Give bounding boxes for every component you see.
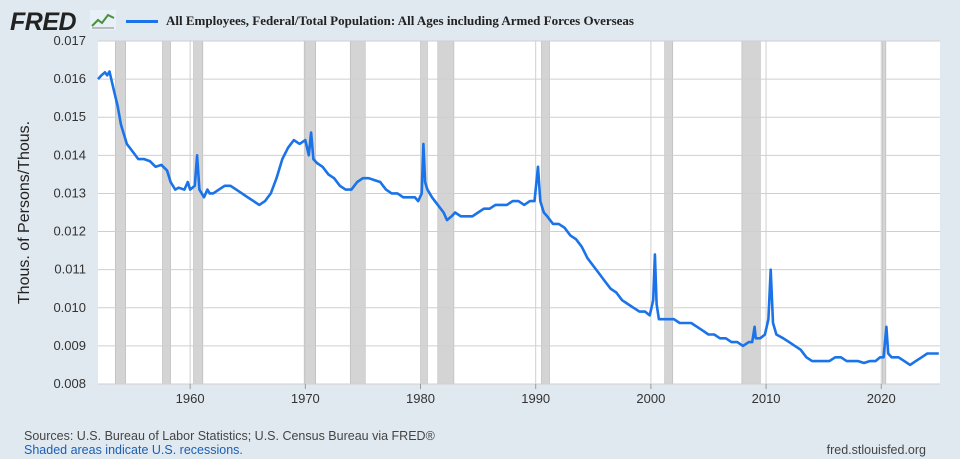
y-tick-label: 0.013 — [53, 185, 86, 200]
fred-logo[interactable]: FRED — [10, 8, 77, 36]
recession-band — [303, 40, 316, 385]
y-tick-label: 0.008 — [53, 376, 86, 391]
y-tick-label: 0.010 — [53, 300, 86, 315]
x-tick-label: 1990 — [521, 391, 550, 406]
recession-band — [664, 40, 674, 385]
footer-sources: Sources: U.S. Bureau of Labor Statistics… — [24, 429, 435, 457]
y-tick-label: 0.016 — [53, 71, 86, 86]
legend-swatch — [126, 19, 158, 23]
recession-band — [437, 40, 455, 385]
y-axis-label: Thous. of Persons/Thous. — [16, 121, 33, 304]
y-tick-label: 0.012 — [53, 224, 86, 239]
x-tick-label: 2020 — [867, 391, 896, 406]
plot-area — [98, 41, 940, 384]
x-tick-label: 2010 — [752, 391, 781, 406]
y-tick-label: 0.015 — [53, 109, 86, 124]
x-tick-label: 2000 — [636, 391, 665, 406]
chart-header: FRED All Employees, Federal/Total Popula… — [8, 6, 948, 36]
series-line[interactable] — [97, 70, 939, 367]
y-tick-label: 0.011 — [54, 262, 86, 277]
recession-band — [349, 40, 366, 385]
y-tick-label: 0.017 — [53, 33, 86, 48]
recession-band — [193, 40, 204, 385]
recession-band — [420, 40, 428, 385]
x-tick-label: 1960 — [176, 391, 205, 406]
site-url[interactable]: fred.stlouisfed.org — [826, 443, 926, 457]
x-tick-label: 1980 — [406, 391, 435, 406]
sources-text: Sources: U.S. Bureau of Labor Statistics… — [24, 429, 435, 443]
legend-label: All Employees, Federal/Total Population:… — [166, 13, 634, 28]
chart-line-icon — [90, 10, 116, 35]
recession-band — [114, 40, 126, 385]
x-axis-ticks: 1960 1970 1980 1990 2000 2010 2020 — [176, 384, 896, 406]
recession-band — [741, 40, 761, 385]
y-tick-label: 0.009 — [53, 338, 86, 353]
y-tick-label: 0.014 — [53, 147, 86, 162]
recession-note-link[interactable]: Shaded areas indicate U.S. recessions. — [24, 443, 243, 457]
recession-band — [162, 40, 171, 385]
chart-canvas[interactable]: 0.008 0.009 0.010 0.011 0.012 0.013 0.014 0.015… — [0, 0, 960, 425]
y-axis-ticks: 0.008 0.009 0.010 0.011 0.012 0.013 0.014 0.015… — [53, 33, 86, 391]
x-tick-label: 1970 — [291, 391, 320, 406]
chart-legend: All Employees, Federal/Total Population:… — [126, 13, 634, 29]
